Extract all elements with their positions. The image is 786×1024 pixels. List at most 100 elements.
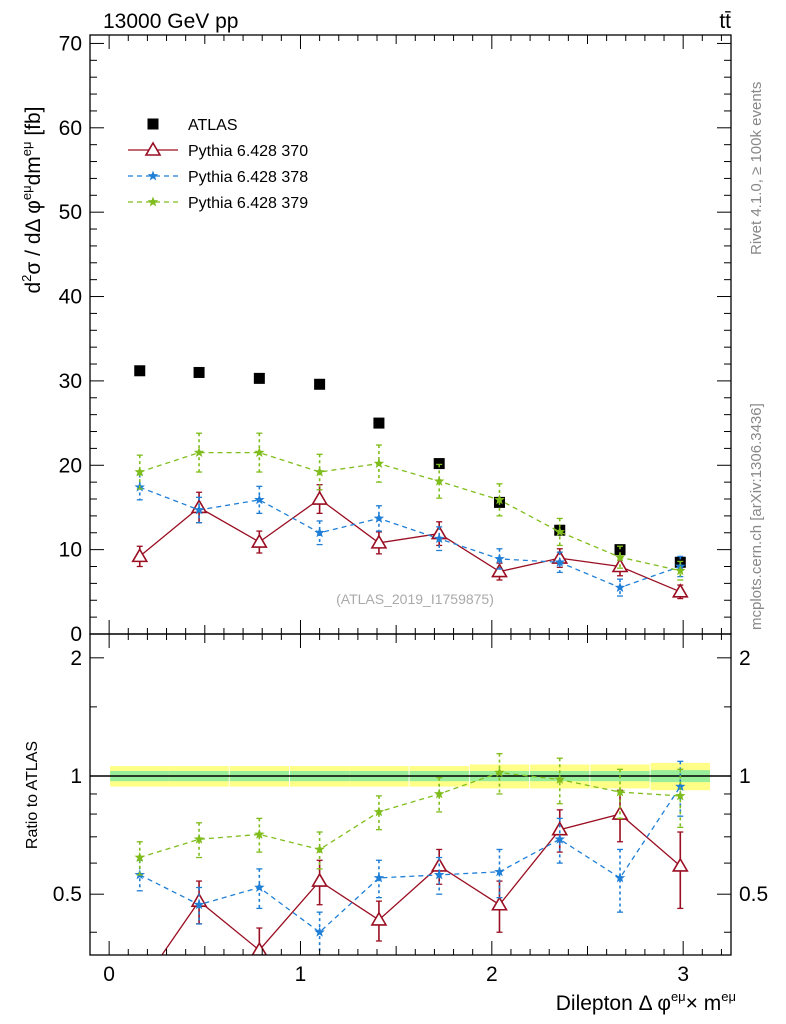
pythia-6-428-379-point [314,466,325,477]
y-tick-label: 40 [59,286,82,309]
y-tick-label: 0 [70,623,82,646]
pythia-6-428-370-point [311,490,329,505]
pythia-6-428-370-point [671,857,689,872]
atlas-point [193,366,205,378]
atlas-point [373,417,385,429]
atlas-point [134,365,146,377]
x-tick-label: 3 [677,963,689,986]
pythia-6-428-379-point [614,786,626,797]
ratio-y-tick-label-right: 2 [739,647,751,670]
pythia-6-428-378-line [139,486,681,589]
pythia-6-428-378-point [254,882,265,892]
legend-pythia-6-428-370-label: Pythia 6.428 370 [188,143,308,160]
pythia-6-428-378-point [554,833,565,844]
ratio-y-tick-label-right: 1 [739,765,751,788]
pythia-6-428-378-point [373,872,385,883]
pythia-6-428-379-point [314,843,325,854]
pythia-6-428-379-point [193,833,205,844]
pythia-6-428-370-point [311,872,329,887]
legend-atlas-label: ATLAS [188,117,238,134]
pythia-6-428-370-point [131,547,149,563]
y-tick-label: 30 [59,370,82,393]
pythia-6-428-379-point [554,526,565,537]
ratio-y-tick-label: 1 [70,765,82,788]
pythia-6-428-378-point [433,533,445,544]
x-tick-label: 1 [295,963,307,986]
y-tick-label: 50 [59,201,82,224]
pythia-6-428-370-point [370,911,388,926]
pythia-6-428-379-point [373,806,385,817]
main-frame [89,34,732,635]
pythia-6-428-378-point [254,494,265,505]
atlas-point [253,372,265,384]
pythia-6-428-379-line [139,771,681,859]
pythia-6-428-379-point [373,458,385,469]
pythia-6-428-378-point [373,512,385,523]
rivet-label: Rivet 4.1.0, ≥ 100k events [748,82,765,255]
pythia-6-428-379-point [494,494,505,505]
pythia-6-428-379-point [193,447,205,458]
pythia-6-428-379-point [134,852,145,862]
pythia-6-428-379-point [494,767,505,778]
pythia-6-428-378-line [139,786,681,934]
pythia-6-428-370-line [139,498,681,593]
pythia-6-428-379-point [254,447,265,458]
pythia-6-428-370-point [370,534,388,549]
y-tick-label: 20 [59,454,82,477]
main-panel: 0 10 20 30 40 50 60 70 [59,32,732,646]
atlas-point [614,544,626,556]
legend-atlas-marker [147,118,159,130]
pythia-6-428-379-point [254,828,265,839]
y-tick-label: 10 [59,539,82,562]
pythia-6-428-378-point [193,504,205,515]
legend: ATLAS Pythia 6.428 370 Pythia 6.428 378 Pyt… [128,117,308,212]
pythia-6-428-379-point [675,565,686,576]
pythia-6-428-378-point [433,869,445,880]
legend-pythia-6-428-379-label: Pythia 6.428 379 [188,195,308,212]
ratio-panel: 0 1 2 3 0.5 0.5 1 1 2 2 [53,633,768,986]
legend-pythia-6-428-378-marker [147,170,159,181]
mcplots-label: mcplots.cern.ch [arXiv:1306.3436] [748,403,765,630]
main-y-axis-label: d2σ / dΔ φeμdmeμ [fb] [19,106,45,293]
y-tick-label: 60 [59,117,82,140]
y-tick-label: 70 [59,32,82,55]
pythia-6-428-378-point [314,926,325,937]
pythia-6-428-378-point [494,553,505,564]
ratio-frame [89,633,732,956]
pythia-6-428-378-point [554,556,565,567]
pythia-6-428-370-point [671,583,689,598]
ratio-y-axis-label: Ratio to ATLAS [24,741,41,849]
pythia-6-428-379-point [433,788,445,799]
ratio-y-tick-label: 0.5 [53,883,82,906]
pythia-6-428-379-point [554,773,565,784]
pythia-6-428-370-point [491,896,508,911]
pythia-6-428-379-point [614,551,626,562]
pythia-6-428-378-point [614,582,626,593]
atlas-point [433,458,445,470]
pythia-6-428-379-line [139,451,681,572]
ratio-y-tick-label-right: 0.5 [739,883,768,906]
ratio-y-tick-label: 2 [70,647,82,670]
legend-pythia-6-428-378-label: Pythia 6.428 378 [188,169,308,186]
pythia-6-428-378-point [675,781,686,792]
atlas-point [314,378,326,390]
pythia-6-428-370-point [251,941,268,955]
pythia-6-428-370-point [491,562,508,578]
pythia-6-428-378-point [193,899,205,910]
series-group [134,753,689,955]
pythia-6-428-378-point [494,866,505,877]
pythia-6-428-379-point [433,475,445,486]
pythia-6-428-378-point [614,872,626,883]
analysis-watermark: (ATLAS_2019_I1759875) [336,591,494,607]
header-left-label: 13000 GeV pp [103,10,238,33]
x-tick-label: 2 [486,963,498,986]
header-right-label: tt̄ [719,10,731,33]
pythia-6-428-379-point [134,466,145,477]
legend-pythia-6-428-370-marker [144,141,162,156]
pythia-6-428-370-line [161,813,681,955]
x-axis-label: Dilepton Δ φeμ× meμ [556,989,736,1015]
pythia-6-428-370-point [250,533,268,548]
pythia-6-428-379-point [675,790,686,801]
x-tick-label: 0 [103,963,115,986]
